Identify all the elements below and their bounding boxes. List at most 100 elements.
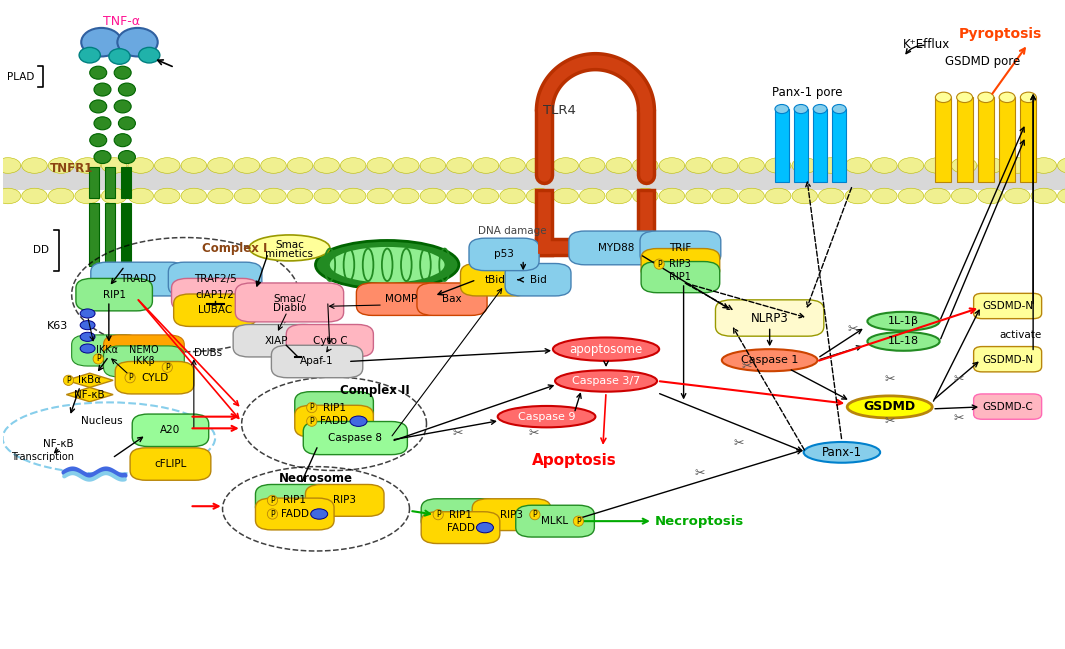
Text: ✂: ✂: [884, 373, 895, 386]
Text: ✂: ✂: [953, 373, 964, 386]
FancyBboxPatch shape: [256, 484, 334, 517]
Text: TRIF: TRIF: [669, 243, 691, 253]
Circle shape: [420, 188, 445, 204]
Text: LUBAC: LUBAC: [198, 305, 232, 315]
Circle shape: [288, 158, 313, 173]
Circle shape: [261, 158, 286, 173]
Bar: [120, 203, 131, 266]
Circle shape: [314, 158, 340, 173]
Circle shape: [1004, 188, 1030, 204]
Text: TRADD: TRADD: [120, 274, 157, 284]
FancyBboxPatch shape: [76, 278, 152, 311]
Bar: [88, 167, 99, 198]
Circle shape: [526, 188, 552, 204]
FancyBboxPatch shape: [641, 249, 720, 280]
FancyBboxPatch shape: [171, 278, 259, 311]
Ellipse shape: [109, 49, 130, 64]
Text: Pyroptosis: Pyroptosis: [958, 27, 1042, 41]
Text: MLKL: MLKL: [541, 516, 569, 526]
Ellipse shape: [138, 47, 160, 63]
Circle shape: [234, 188, 260, 204]
Ellipse shape: [89, 134, 106, 147]
Text: TNFR1: TNFR1: [50, 162, 94, 175]
Text: NEMO: NEMO: [129, 345, 159, 356]
Text: P: P: [96, 354, 100, 363]
Circle shape: [606, 158, 632, 173]
Circle shape: [898, 188, 923, 204]
Ellipse shape: [553, 337, 659, 361]
Text: TRAF2/5: TRAF2/5: [194, 274, 236, 284]
Text: ✂: ✂: [953, 412, 964, 425]
Text: tBid: tBid: [486, 275, 506, 285]
Text: P: P: [66, 376, 70, 385]
Circle shape: [898, 158, 923, 173]
Circle shape: [446, 158, 472, 173]
Circle shape: [1058, 188, 1065, 204]
Text: Smac/: Smac/: [274, 293, 306, 304]
Text: FADD: FADD: [446, 522, 475, 533]
Bar: [104, 167, 115, 198]
Ellipse shape: [330, 247, 444, 283]
Circle shape: [1004, 158, 1030, 173]
Ellipse shape: [94, 117, 111, 130]
FancyBboxPatch shape: [304, 422, 408, 454]
Circle shape: [75, 158, 100, 173]
Text: RIP1: RIP1: [102, 289, 126, 300]
Circle shape: [341, 158, 366, 173]
Ellipse shape: [94, 83, 111, 96]
Text: Nucleus: Nucleus: [81, 415, 122, 426]
Ellipse shape: [118, 117, 135, 130]
Circle shape: [181, 188, 207, 204]
Ellipse shape: [81, 28, 121, 56]
Text: GSDMD-C: GSDMD-C: [982, 402, 1033, 412]
Circle shape: [476, 522, 493, 533]
Circle shape: [499, 158, 525, 173]
Circle shape: [473, 158, 498, 173]
FancyBboxPatch shape: [71, 335, 142, 366]
Circle shape: [766, 158, 791, 173]
FancyBboxPatch shape: [286, 324, 374, 357]
Ellipse shape: [775, 104, 789, 114]
Circle shape: [659, 188, 685, 204]
FancyBboxPatch shape: [115, 361, 194, 394]
Text: 1L-1β: 1L-1β: [888, 316, 919, 326]
Bar: [999, 97, 1015, 182]
Text: MYD88: MYD88: [599, 243, 635, 253]
Ellipse shape: [249, 235, 330, 261]
Circle shape: [792, 188, 818, 204]
Text: PLAD: PLAD: [7, 71, 34, 82]
Text: Apoptosis: Apoptosis: [531, 453, 617, 469]
Circle shape: [234, 158, 260, 173]
Text: P: P: [576, 517, 580, 526]
Circle shape: [181, 158, 207, 173]
Circle shape: [367, 158, 393, 173]
Text: Complex II: Complex II: [340, 384, 409, 397]
Circle shape: [128, 188, 153, 204]
Circle shape: [1031, 188, 1056, 204]
Text: 1L-18: 1L-18: [888, 336, 919, 347]
Bar: [978, 97, 994, 182]
Ellipse shape: [89, 66, 106, 79]
Text: ✂: ✂: [694, 467, 705, 480]
Circle shape: [579, 188, 605, 204]
Circle shape: [128, 158, 153, 173]
Text: GSDMD pore: GSDMD pore: [945, 55, 1020, 68]
FancyBboxPatch shape: [235, 283, 344, 322]
FancyBboxPatch shape: [973, 347, 1042, 372]
Circle shape: [48, 188, 73, 204]
Text: P: P: [310, 403, 314, 412]
Text: RIP1: RIP1: [449, 509, 472, 520]
Text: CYLD: CYLD: [141, 373, 168, 383]
Text: Cyto C: Cyto C: [312, 336, 347, 346]
Circle shape: [154, 188, 180, 204]
Circle shape: [446, 188, 472, 204]
Text: RIP3: RIP3: [670, 259, 691, 269]
FancyBboxPatch shape: [103, 335, 184, 366]
Circle shape: [924, 188, 950, 204]
Ellipse shape: [497, 406, 595, 428]
Circle shape: [288, 188, 313, 204]
Circle shape: [951, 188, 977, 204]
Circle shape: [739, 158, 765, 173]
Circle shape: [553, 188, 578, 204]
Ellipse shape: [999, 92, 1015, 103]
